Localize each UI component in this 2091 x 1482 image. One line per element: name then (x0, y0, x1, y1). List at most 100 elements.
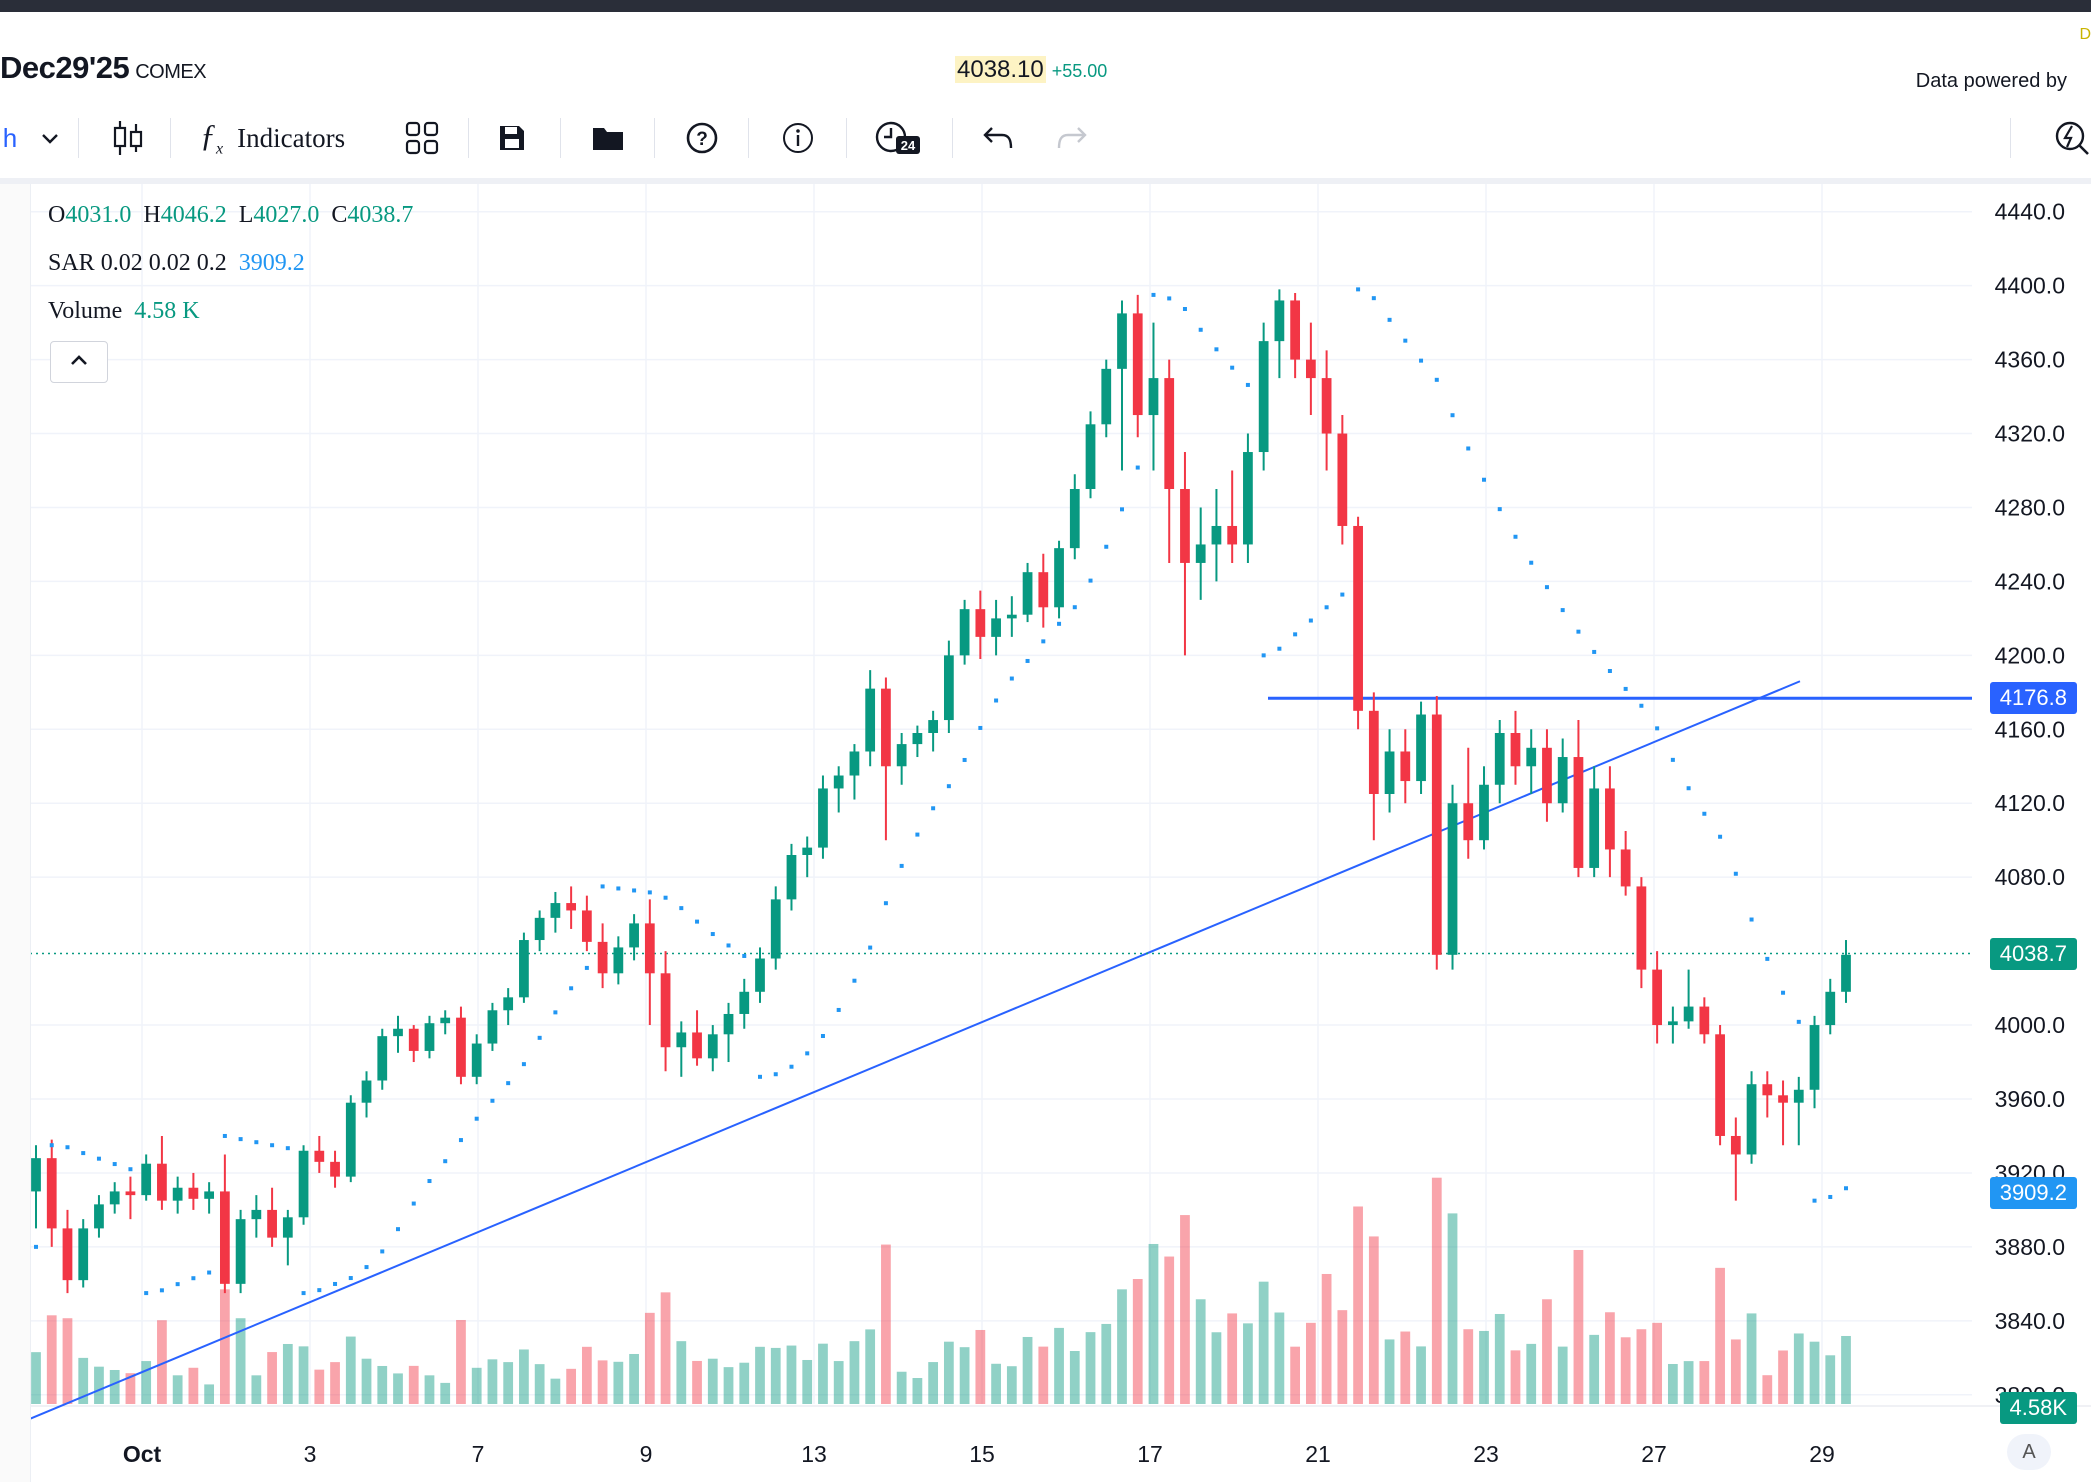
price-chart[interactable]: 4440.0 4400.0 4360.0 4320.0 4280.0 4240.0 4200… (0, 184, 2091, 1482)
candle-body (1620, 849, 1631, 887)
auto-scale-button[interactable]: A (2007, 1434, 2051, 1470)
sar-dot (317, 1288, 322, 1293)
candle-body (1368, 710, 1379, 794)
svg-text:?: ? (696, 129, 708, 150)
candle-body (959, 609, 970, 656)
volume-bar (345, 1336, 356, 1404)
volume-bar (1227, 1313, 1238, 1404)
volume-bar (456, 1319, 466, 1404)
sar-dot (254, 1140, 259, 1145)
volume-legend[interactable]: Volume 4.58 K (48, 298, 200, 325)
x-tick-label: 7 (472, 1441, 485, 1467)
info-button[interactable] (778, 116, 818, 160)
volume-bar (1164, 1256, 1175, 1404)
candle-body (1667, 1021, 1678, 1026)
interval-label[interactable]: h (2, 122, 18, 153)
candle-body (786, 855, 797, 900)
candle-body (818, 788, 828, 848)
volume-bar (770, 1347, 781, 1404)
save-button[interactable] (492, 116, 532, 160)
volume-bar (1447, 1213, 1458, 1404)
volume-bar (1793, 1333, 1804, 1404)
sar-dot (1828, 1194, 1833, 1199)
candle-body (1274, 300, 1285, 342)
volume-bar (1038, 1346, 1049, 1404)
candle-body (251, 1209, 262, 1220)
volume-bar (1683, 1361, 1694, 1404)
x-tick-label: 27 (1641, 1441, 1667, 1467)
sar-dot (159, 1288, 164, 1293)
candle-body (361, 1080, 372, 1103)
candle-body (1825, 991, 1836, 1026)
candle-body (314, 1150, 325, 1162)
candle-body (519, 940, 529, 998)
candle-body (1384, 751, 1395, 794)
redo-button[interactable] (1052, 116, 1092, 160)
volume-bar (188, 1367, 199, 1404)
candle-body (204, 1191, 215, 1199)
interval-dropdown-button[interactable] (38, 116, 62, 160)
indicators-button[interactable]: ƒx Indicators (200, 116, 370, 160)
volume-bar (330, 1362, 340, 1404)
volume-bar (141, 1361, 152, 1404)
volume-bar (1715, 1267, 1725, 1404)
ohlc-open-value: 4031.0 (65, 202, 132, 228)
quick-search-button[interactable] (2050, 116, 2090, 160)
candle-body (1526, 747, 1537, 767)
candle-body (1636, 886, 1647, 970)
sar-dot (49, 1143, 54, 1148)
sar-dot (679, 906, 684, 911)
templates-button[interactable] (402, 116, 442, 160)
symbol-header: Dec29'25 COMEX 4038.10 +55.00 D Data power… (0, 12, 2091, 98)
volume-bar (629, 1353, 639, 1404)
sar-dot (1686, 786, 1691, 791)
sar-dot (191, 1276, 196, 1281)
collapse-legend-button[interactable] (50, 341, 108, 383)
toolbar-divider (952, 118, 953, 158)
chart-area[interactable]: 4440.0 4400.0 4360.0 4320.0 4280.0 4240.0 4200… (0, 184, 2091, 1482)
volume-bar (1667, 1363, 1678, 1404)
candle-body (1431, 714, 1442, 955)
candle-body (1195, 544, 1206, 563)
sar-legend[interactable]: SAR 0.02 0.02 0.2 3909.2 (48, 250, 305, 277)
data-powered-by[interactable]: Data powered by (1916, 70, 2067, 93)
candle-body (1494, 733, 1505, 785)
help-button[interactable]: ? (682, 116, 722, 160)
sar-dot (144, 1291, 149, 1296)
candle-body (629, 923, 639, 948)
sar-dot (1623, 686, 1628, 691)
toolbar-divider (846, 118, 847, 158)
sar-dot (490, 1098, 495, 1103)
candle-body (219, 1191, 230, 1284)
volume-bar (1101, 1323, 1112, 1404)
y-tick-label: 4160.0 (1995, 716, 2065, 742)
open-layout-button[interactable] (588, 116, 628, 160)
candle-body (755, 958, 765, 992)
y-tick-label: 4280.0 (1995, 494, 2065, 520)
sar-dot (112, 1162, 117, 1167)
volume-bar (393, 1373, 403, 1404)
sar-dot (96, 1156, 101, 1161)
trend-line (29, 680, 1801, 1420)
candle-body (723, 1013, 734, 1035)
candle-body (943, 655, 954, 721)
volume-bar (1589, 1334, 1600, 1404)
candle-body (739, 991, 750, 1014)
undo-button[interactable] (978, 116, 1018, 160)
volume-tag: 4.58K (1999, 1392, 2077, 1424)
sar-dot (301, 1291, 306, 1296)
sar-dot (994, 698, 999, 703)
ohlc-high-value: 4046.2 (160, 202, 227, 228)
chart-type-button[interactable] (108, 116, 148, 160)
extended-hours-button[interactable]: 24 (872, 116, 924, 160)
candle-body (345, 1102, 356, 1177)
y-tick-label: 4200.0 (1995, 642, 2065, 668)
symbol-title[interactable]: Dec29'25 COMEX (0, 50, 207, 86)
volume-bar (1132, 1279, 1143, 1404)
sar-dot (1308, 618, 1313, 623)
sar-dot (1749, 917, 1754, 922)
volume-bar (1337, 1310, 1348, 1404)
volume-bar (1148, 1243, 1159, 1404)
candle-body (1793, 1089, 1804, 1103)
volume-bar (1730, 1339, 1741, 1404)
